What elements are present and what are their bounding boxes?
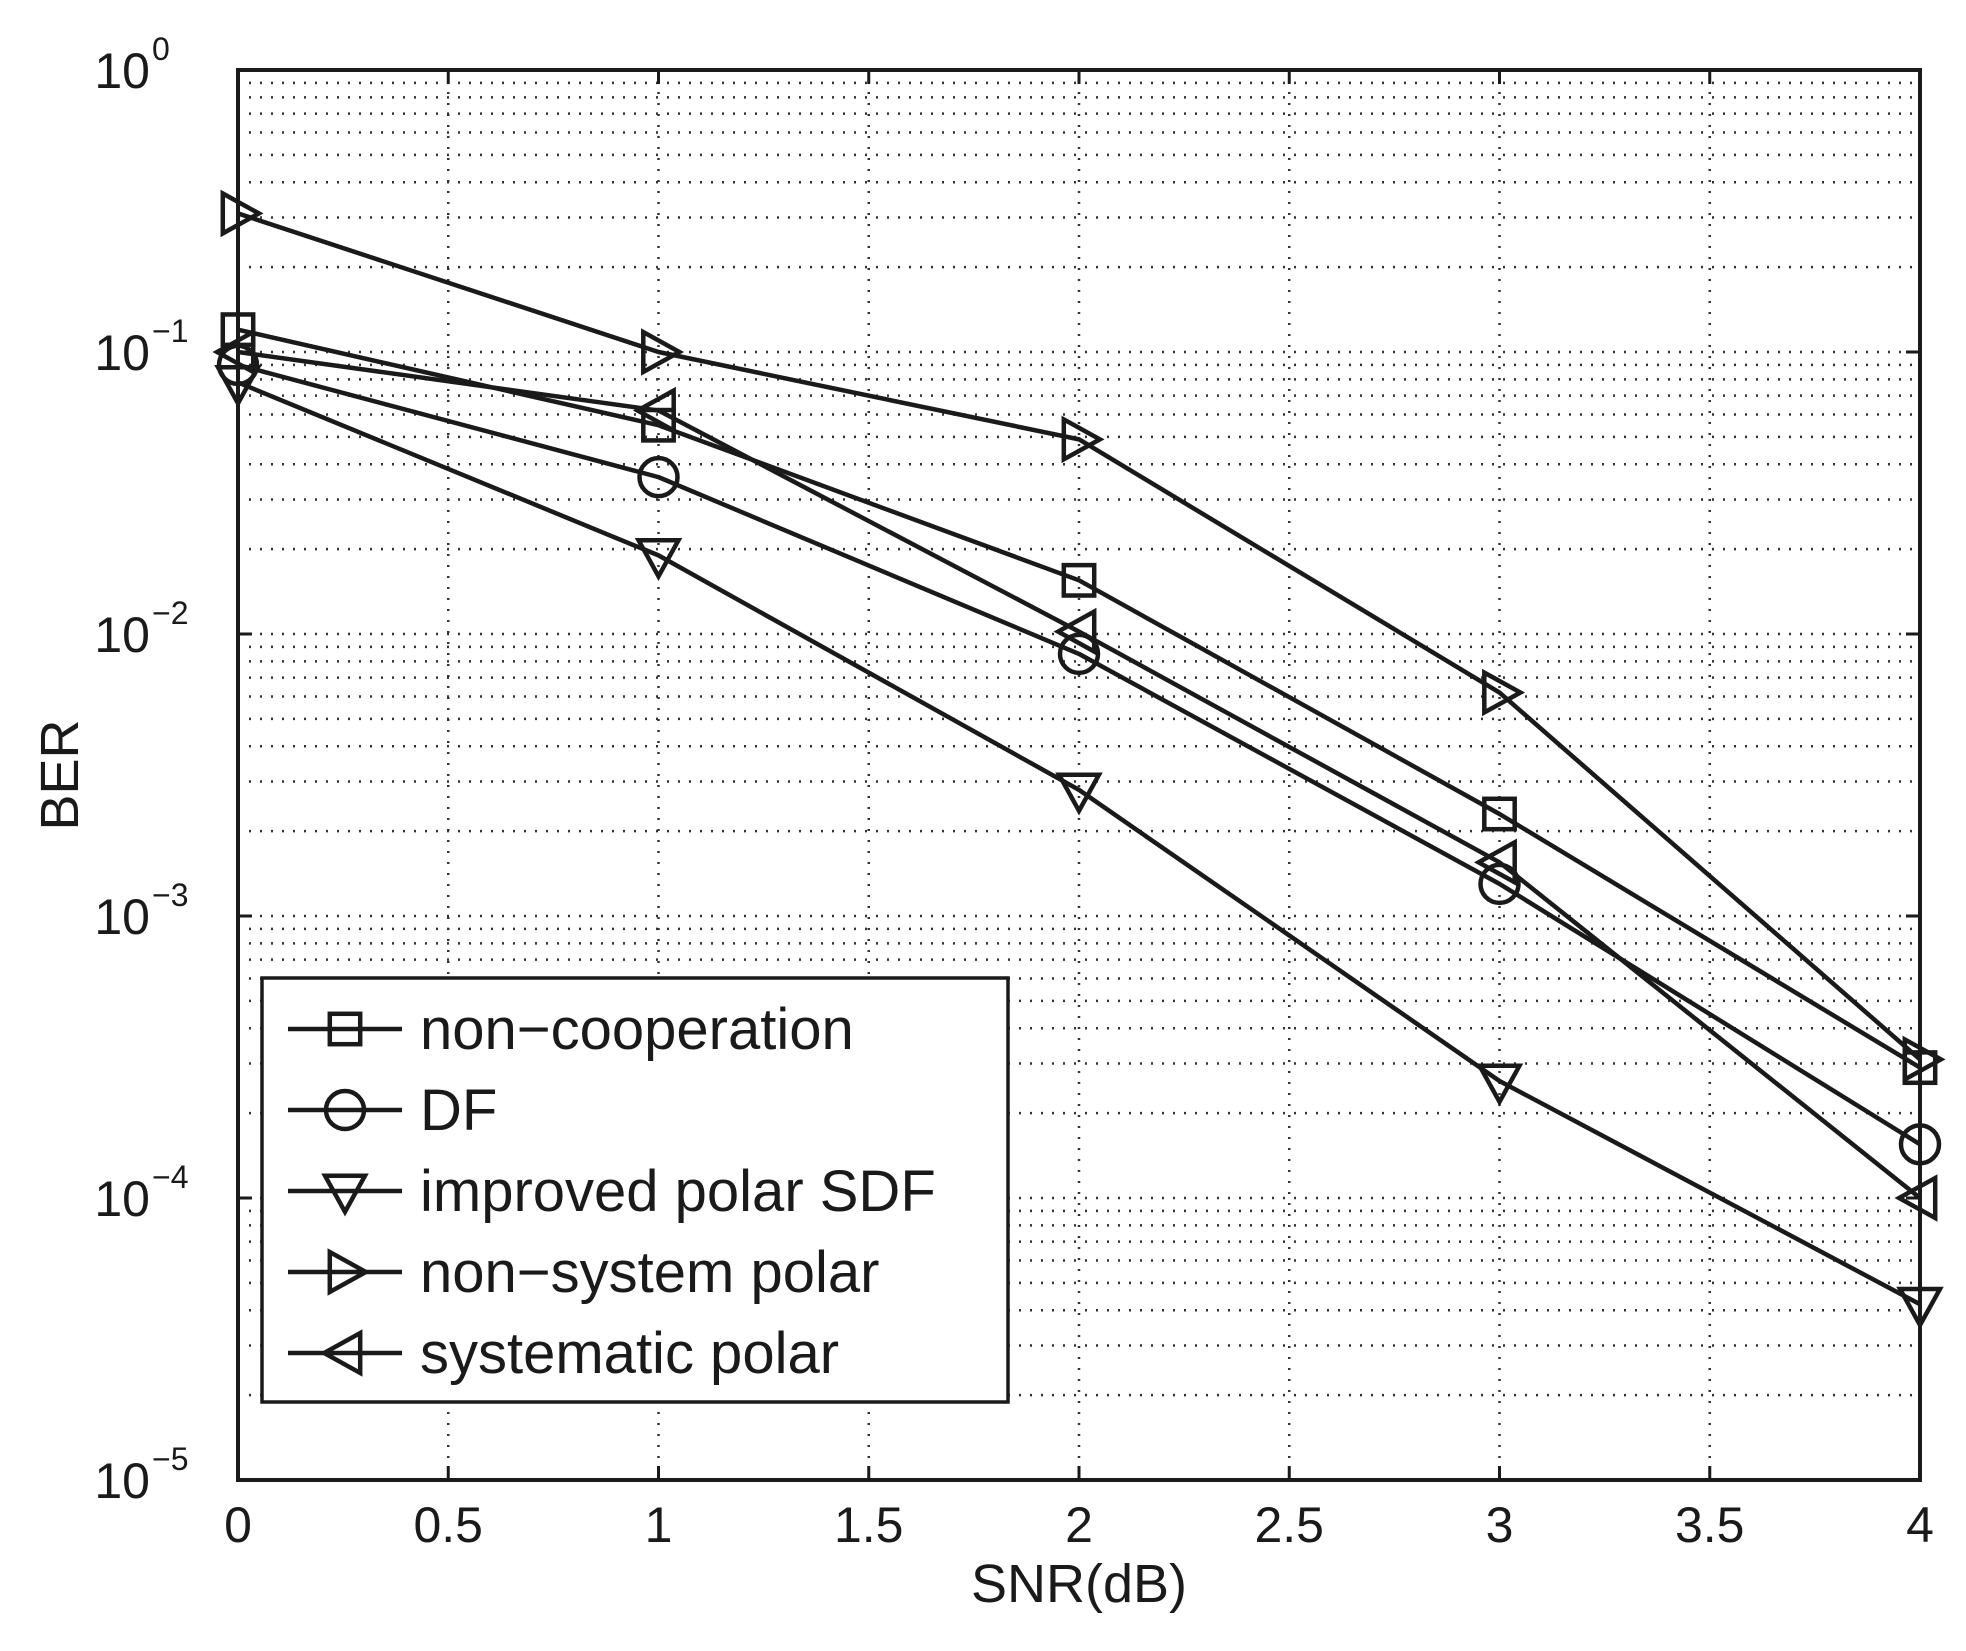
y-tick-exponent: −3 [152,877,188,913]
y-tick-label: 10 −4 [94,1159,188,1227]
y-tick-base: 10 [94,325,150,381]
data-point-systematic-polar [1053,607,1097,656]
series-line-non-cooperation [237,327,1922,1070]
y-tick-base: 10 [94,607,150,663]
legend: non−cooperation DF improved polar SDF non−s… [260,976,1010,1404]
data-point-non-system-polar [1902,1035,1946,1084]
data-point-improved-polar-sdf [1055,772,1103,816]
x-tick-label: 2.5 [1254,1497,1324,1553]
y-tick-label: 10 −5 [94,1441,188,1509]
data-point-systematic-polar [632,386,676,435]
series-line-non-system-polar [237,211,1922,1062]
series-group [212,189,1946,1330]
data-point-df [637,455,680,499]
y-tick-label: 10 −1 [94,313,188,381]
data-point-non-system-polar [1061,415,1105,464]
legend-marker [327,1248,371,1296]
data-point-improved-polar-sdf [634,537,683,581]
data-point-non-cooperation [1482,796,1517,832]
y-tick-label: 10 −2 [94,595,188,663]
legend-item: non−cooperation [288,997,854,1062]
legend-marker [321,1173,369,1217]
legend-item: DF [288,1078,497,1143]
data-point-systematic-polar [1473,838,1517,887]
series-improved-polar-sdf [214,364,1944,1330]
data-point-systematic-polar [1894,1174,1938,1222]
data-point-non-system-polar [1482,668,1526,717]
legend-item: systematic polar [288,1321,839,1386]
legend-label: DF [420,1078,497,1143]
series-line-df [237,362,1922,1147]
data-point-df [1898,1123,1942,1166]
y-tick-base: 10 [94,889,150,945]
legend-label: non−system polar [420,1240,879,1305]
x-axis-label: SNR(dB) [971,1554,1187,1614]
data-point-systematic-polar [212,328,256,376]
x-tick-label: 2 [1065,1497,1093,1553]
y-tick-exponent: −1 [152,313,188,349]
data-point-improved-polar-sdf [214,364,262,408]
y-tick-exponent: 0 [152,31,170,67]
y-tick-base: 10 [94,43,150,99]
data-point-improved-polar-sdf [1475,1063,1524,1107]
data-point-non-system-polar [641,328,685,376]
x-tick-label: 0.5 [413,1497,483,1553]
x-tick-label: 4 [1906,1497,1934,1553]
y-tick-label: 10 −3 [94,877,188,945]
series-line-improved-polar-sdf [237,380,1922,1307]
data-point-non-cooperation [1061,562,1097,598]
legend-item: improved polar SDF [288,1159,936,1224]
legend-marker [319,1329,363,1377]
series-line-systematic-polar [237,349,1922,1200]
data-point-improved-polar-sdf [1896,1286,1944,1330]
legend-marker [323,1088,367,1132]
x-tick-label: 0 [224,1497,252,1553]
legend-item: non−system polar [288,1240,879,1305]
x-tick-label: 3 [1486,1497,1514,1553]
x-tick-label: 1 [645,1497,673,1553]
y-axis-label: BER [30,719,90,830]
series-non-system-polar [220,189,1946,1084]
y-tick-label: 10 0 [94,31,169,99]
legend-label: systematic polar [420,1321,839,1386]
series-systematic-polar [212,328,1938,1222]
y-tick-exponent: −2 [152,595,188,631]
x-tick-label: 3.5 [1675,1497,1745,1553]
x-tick-label: 1.5 [834,1497,904,1553]
y-tick-base: 10 [94,1453,150,1509]
legend-label: non−cooperation [420,997,854,1062]
y-tick-base: 10 [94,1171,150,1227]
legend-marker [327,1011,363,1047]
legend-label: improved polar SDF [420,1159,936,1224]
data-point-df [1057,632,1101,676]
data-point-non-system-polar [220,189,264,238]
y-tick-exponent: −5 [152,1441,188,1477]
y-tick-exponent: −4 [152,1159,188,1195]
